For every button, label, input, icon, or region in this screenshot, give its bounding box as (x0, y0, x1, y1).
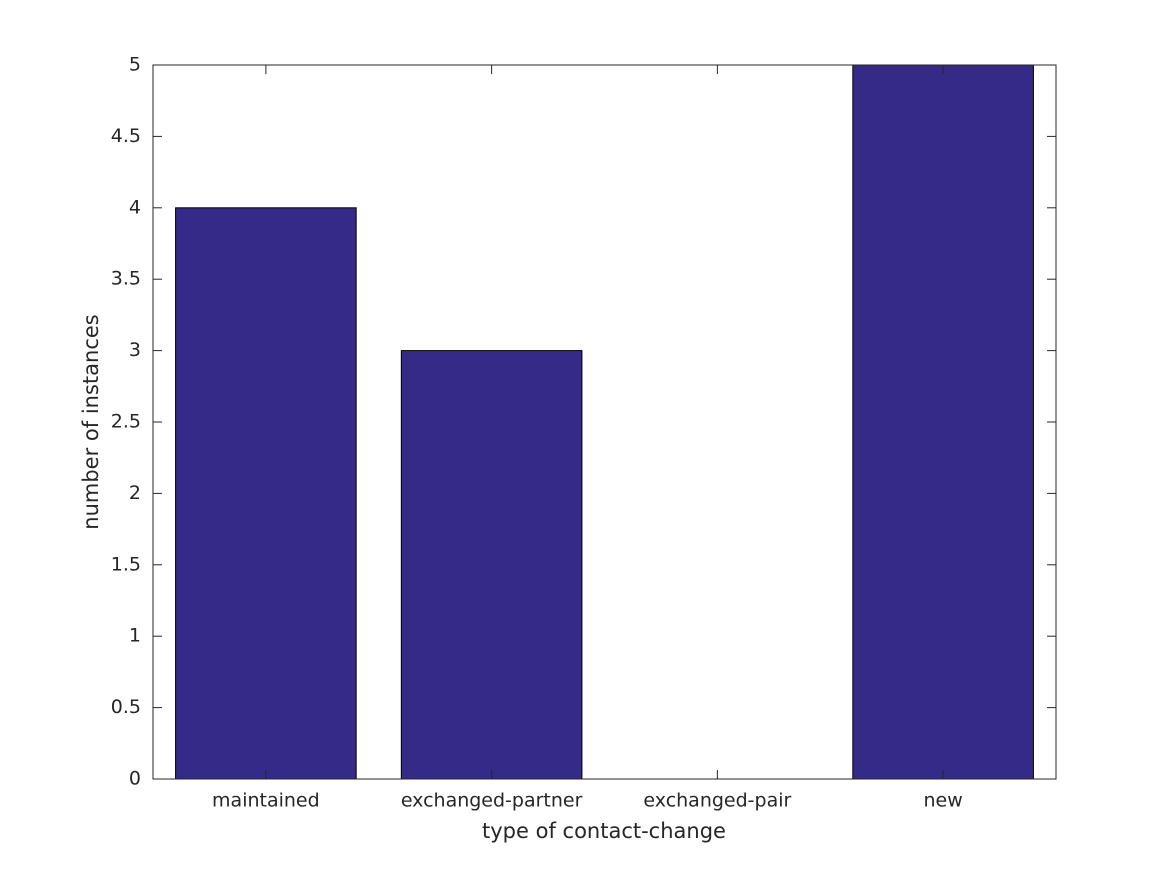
y-tick-label: 0 (129, 768, 141, 790)
y-tick-label: 1 (129, 625, 141, 647)
y-tick-label: 2 (129, 482, 141, 504)
y-tick-label: 3 (129, 339, 141, 361)
bar (175, 207, 357, 780)
y-tick-label: 4.5 (111, 125, 141, 147)
y-tick-label: 4 (129, 196, 141, 218)
y-axis-label: number of instances (79, 314, 103, 529)
y-tick-label: 1.5 (111, 553, 141, 575)
y-tick-label: 0.5 (111, 696, 141, 718)
y-tick-label: 3.5 (111, 268, 141, 290)
y-tick-label: 5 (129, 54, 141, 76)
bar (400, 350, 583, 780)
bar (852, 64, 1034, 780)
x-tick-label: new (923, 790, 962, 812)
x-tick-label: exchanged-partner (401, 790, 583, 812)
x-tick-label: exchanged-pair (643, 790, 791, 812)
y-tick-label: 2.5 (111, 411, 141, 433)
x-axis-label: type of contact-change (482, 819, 726, 843)
x-tick-label: maintained (212, 790, 320, 812)
